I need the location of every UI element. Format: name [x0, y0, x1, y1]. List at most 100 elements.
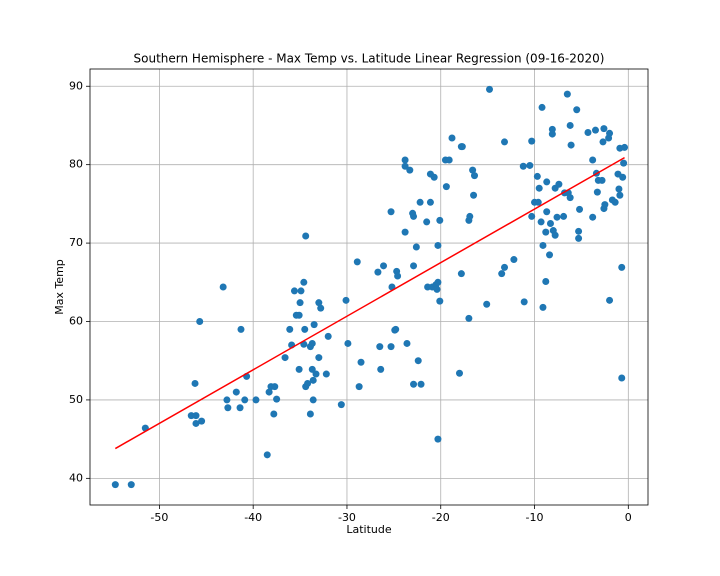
point: [471, 172, 479, 180]
point: [324, 332, 332, 340]
point: [192, 419, 200, 427]
point: [563, 90, 571, 98]
point: [600, 125, 608, 133]
point: [543, 208, 551, 216]
point: [465, 314, 473, 322]
point: [538, 103, 546, 111]
point: [566, 121, 574, 129]
point: [591, 126, 599, 134]
point: [232, 388, 240, 396]
point: [300, 278, 308, 286]
point: [528, 137, 536, 145]
point: [401, 162, 409, 170]
point: [526, 161, 534, 169]
point: [455, 369, 463, 377]
point: [344, 339, 352, 347]
point: [442, 183, 450, 191]
point: [616, 191, 624, 199]
point: [546, 251, 554, 259]
x-tick-label: -30: [338, 511, 356, 524]
point: [374, 268, 382, 276]
point: [575, 227, 583, 235]
point: [620, 159, 628, 167]
point: [296, 299, 304, 307]
point: [423, 218, 431, 226]
point: [448, 134, 456, 142]
y-tick-label: 40: [69, 471, 83, 484]
point: [543, 178, 551, 186]
x-axis-label: Latitude: [346, 523, 392, 536]
point: [403, 339, 411, 347]
point: [618, 263, 626, 271]
point: [412, 243, 420, 251]
x-tick-label: -10: [526, 511, 544, 524]
point: [486, 85, 494, 93]
point: [584, 129, 592, 137]
point: [315, 354, 323, 362]
point: [237, 325, 245, 333]
point: [470, 191, 478, 199]
point: [198, 417, 206, 425]
point: [466, 212, 474, 220]
point: [304, 379, 312, 387]
point: [380, 262, 388, 270]
point: [618, 374, 626, 382]
point: [111, 481, 119, 489]
point: [414, 357, 422, 365]
point: [430, 173, 438, 181]
point: [606, 296, 614, 304]
point: [353, 258, 361, 266]
point: [469, 166, 477, 174]
point: [309, 376, 317, 384]
point: [510, 256, 518, 264]
point: [416, 198, 424, 206]
point: [271, 383, 279, 391]
point: [599, 138, 607, 146]
point: [520, 298, 528, 306]
point: [401, 156, 409, 164]
point: [542, 278, 550, 286]
point: [417, 380, 425, 388]
point: [127, 481, 135, 489]
point: [223, 396, 231, 404]
point: [621, 143, 629, 151]
point: [342, 296, 350, 304]
point: [401, 228, 409, 236]
point: [519, 162, 527, 170]
point: [270, 410, 278, 418]
plot-frame: [89, 68, 649, 506]
point: [553, 213, 561, 221]
point: [308, 339, 316, 347]
point: [539, 241, 547, 249]
y-tick-label: 50: [69, 393, 83, 406]
point: [377, 365, 385, 373]
point: [290, 287, 298, 295]
point: [263, 451, 271, 459]
point: [619, 173, 627, 181]
y-axis-label: Max Temp: [53, 259, 66, 315]
point: [601, 201, 609, 209]
point: [355, 383, 363, 391]
point: [551, 231, 559, 239]
y-tick-label: 90: [69, 79, 83, 92]
point: [611, 198, 619, 206]
point: [265, 388, 273, 396]
point: [241, 396, 249, 404]
y-tick-label: 70: [69, 236, 83, 249]
x-tick-label: -20: [432, 511, 450, 524]
point: [458, 143, 466, 151]
point: [315, 299, 323, 307]
point: [573, 106, 581, 114]
point: [534, 198, 542, 206]
point: [252, 396, 260, 404]
point: [434, 278, 442, 286]
point: [436, 297, 444, 305]
point: [606, 129, 614, 137]
point: [501, 138, 509, 146]
point: [576, 205, 584, 213]
y-tick-label: 60: [69, 315, 83, 328]
point: [196, 318, 204, 326]
